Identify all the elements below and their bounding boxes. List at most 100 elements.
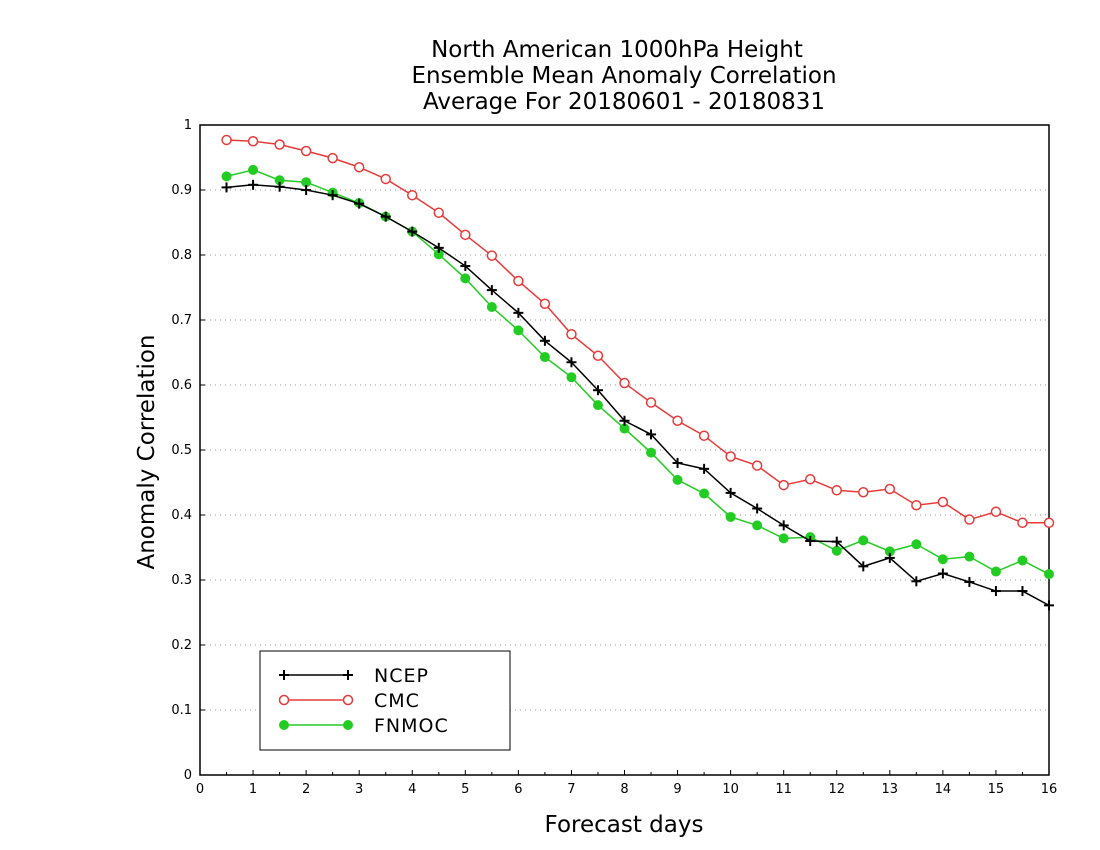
- y-axis-label: Anomaly Correlation: [134, 334, 160, 569]
- data-point-ncep: [990, 586, 1001, 597]
- data-point-ncep: [778, 520, 789, 531]
- data-point-cmc: [858, 487, 869, 498]
- data-point-fnmoc: [539, 352, 550, 363]
- data-point-fnmoc: [778, 533, 789, 544]
- data-point-ncep: [592, 385, 603, 396]
- legend-label: NCEP: [374, 665, 429, 687]
- data-point-cmc: [725, 451, 736, 462]
- data-point-cmc: [539, 298, 551, 309]
- y-tick-label: 0.1: [171, 703, 192, 718]
- data-point-cmc: [990, 506, 1002, 517]
- x-tick-label: 2: [302, 782, 310, 797]
- data-point-cmc: [619, 377, 630, 389]
- data-point-fnmoc: [566, 372, 577, 383]
- legend-marker: [343, 720, 353, 730]
- y-tick-label: 0.7: [171, 313, 192, 328]
- x-tick-label: 5: [461, 782, 469, 797]
- data-point-ncep: [460, 261, 471, 272]
- data-point-fnmoc: [248, 164, 259, 175]
- y-tick-label: 0.5: [171, 443, 192, 458]
- data-point-ncep: [407, 226, 418, 237]
- data-point-ncep: [566, 357, 577, 368]
- x-tick-label: 11: [775, 782, 792, 797]
- series-line-ncep: [226, 184, 1050, 607]
- y-tick-label: 0.2: [171, 638, 192, 653]
- data-point-cmc: [698, 430, 710, 441]
- title-line-3: Average For 20180601 - 20180831: [423, 89, 825, 115]
- grid-lines: [200, 189, 1049, 711]
- data-point-cmc: [460, 229, 471, 241]
- y-tick-label: 0.8: [171, 248, 192, 263]
- data-point-ncep: [1044, 600, 1054, 611]
- data-point-cmc: [964, 514, 975, 525]
- x-tick-label: 3: [355, 782, 363, 797]
- data-point-cmc: [221, 134, 232, 146]
- x-axis: 0 1 2 3 4 5 6 7 8 9 10 11 12 13 14 15 16: [196, 770, 1057, 797]
- legend-label: FNMOC: [374, 715, 449, 737]
- data-point-fnmoc: [486, 302, 497, 312]
- data-point-cmc: [937, 496, 949, 508]
- x-tick-label: 12: [828, 782, 845, 797]
- legend-box: [259, 650, 511, 751]
- data-point-cmc: [433, 207, 445, 218]
- data-point-fnmoc: [752, 520, 763, 531]
- legend-entry-fnmoc: FNMOC: [279, 715, 449, 737]
- data-point-ncep: [699, 463, 710, 474]
- title-line-1: North American 1000hPa Height: [431, 37, 803, 63]
- y-tick-label: 0: [184, 768, 192, 783]
- data-point-ncep: [433, 242, 444, 253]
- data-point-ncep: [619, 415, 630, 426]
- data-point-ncep: [725, 487, 736, 498]
- data-point-fnmoc: [990, 566, 1001, 577]
- legend-entry-cmc: CMC: [278, 690, 419, 712]
- x-tick-label: 14: [935, 782, 952, 797]
- x-axis-label: Forecast days: [545, 812, 704, 838]
- data-point-cmc: [353, 162, 365, 173]
- data-point-cmc: [486, 250, 498, 261]
- data-point-cmc: [380, 173, 391, 185]
- series-cmc: [221, 134, 1055, 529]
- x-tick-label: 7: [567, 782, 575, 797]
- title-line-2: Ensemble Mean Anomaly Correlation: [411, 63, 836, 89]
- data-point-cmc: [778, 479, 789, 491]
- legend-marker: [343, 670, 353, 680]
- data-point-ncep: [964, 576, 975, 587]
- series-layer: [221, 134, 1055, 611]
- data-point-fnmoc: [1017, 555, 1028, 566]
- data-point-fnmoc: [513, 325, 524, 336]
- data-point-ncep: [248, 179, 259, 190]
- y-axis: 0 0.1 0.2 0.3 0.4 0.5 0.6 0.7 0.8 0.9 1: [171, 118, 205, 783]
- data-point-ncep: [911, 576, 922, 587]
- y-tick-label: 0.4: [171, 508, 192, 523]
- data-point-ncep: [486, 285, 497, 296]
- data-point-cmc: [672, 415, 683, 426]
- legend-marker: [342, 694, 354, 706]
- x-tick-label: 16: [1041, 782, 1058, 797]
- data-point-cmc: [911, 500, 922, 511]
- x-tick-label: 0: [196, 782, 204, 797]
- data-point-cmc: [566, 329, 577, 340]
- data-point-fnmoc: [858, 535, 869, 546]
- data-point-fnmoc: [911, 539, 922, 550]
- y-tick-label: 0.6: [171, 378, 192, 393]
- legend-marker: [279, 720, 289, 730]
- data-point-cmc: [831, 485, 842, 496]
- data-point-fnmoc: [460, 273, 471, 284]
- data-point-cmc: [645, 397, 657, 408]
- data-point-cmc: [513, 275, 524, 287]
- data-point-fnmoc: [592, 400, 603, 411]
- data-point-fnmoc: [699, 488, 710, 499]
- series-line-fnmoc: [226, 169, 1050, 575]
- data-point-fnmoc: [725, 511, 736, 522]
- data-point-fnmoc: [831, 545, 842, 556]
- x-tick-label: 4: [408, 782, 416, 797]
- data-point-ncep: [831, 536, 842, 547]
- data-point-ncep: [274, 181, 285, 192]
- data-point-fnmoc: [646, 447, 657, 458]
- x-tick-label: 10: [722, 782, 739, 797]
- data-point-ncep: [513, 307, 524, 318]
- data-point-ncep: [752, 503, 763, 514]
- data-point-ncep: [354, 198, 365, 209]
- data-point-ncep: [672, 458, 683, 468]
- data-point-ncep: [380, 211, 391, 222]
